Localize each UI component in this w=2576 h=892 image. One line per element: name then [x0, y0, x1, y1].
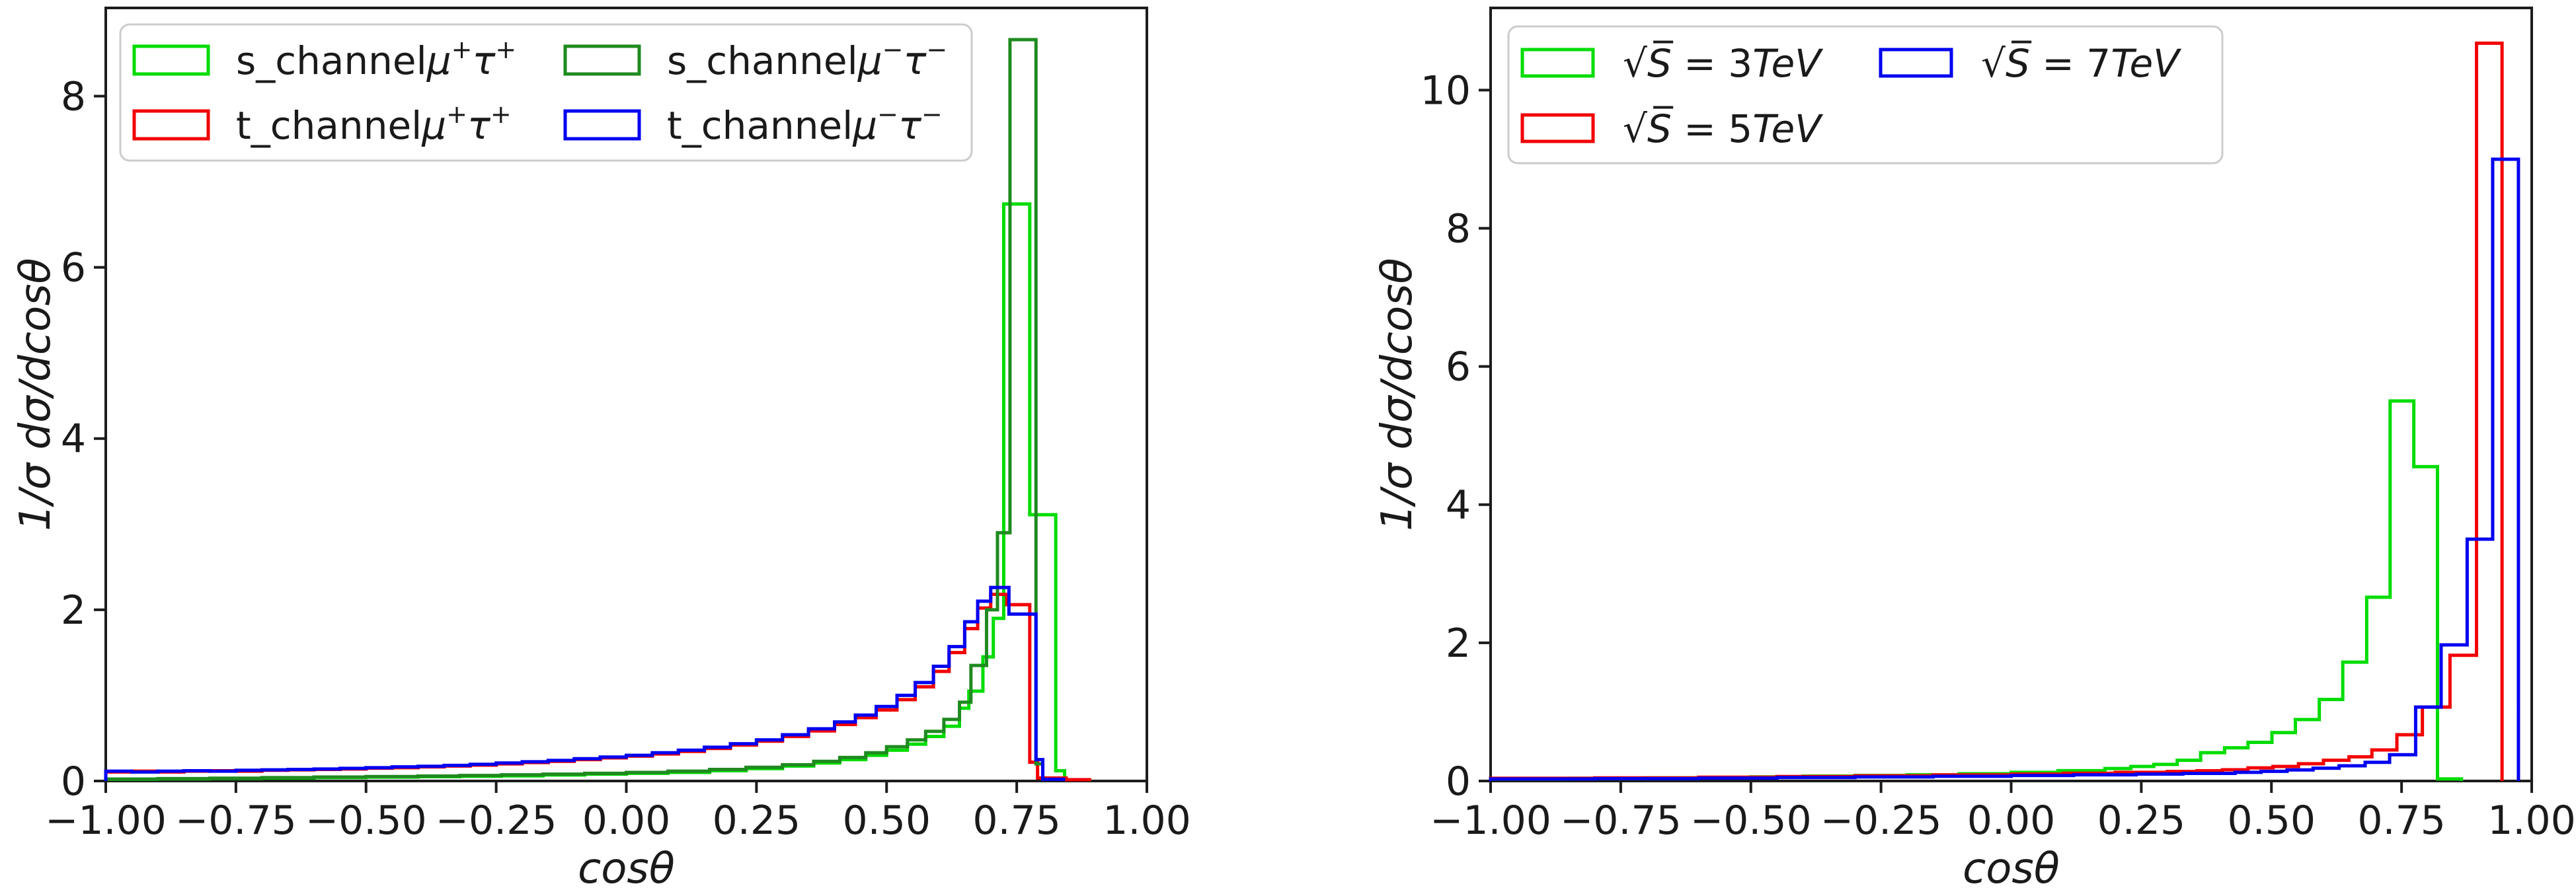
y-axis-label: 1/σ dσ/dcosθ [11, 258, 60, 531]
x-tick-label: 0.25 [2097, 798, 2186, 844]
legend-swatch-sqrt-s-7-tev [1879, 48, 1953, 78]
legend-swatch-sqrt-s-3-tev [1520, 48, 1595, 78]
y-tick-label: 2 [1446, 620, 1471, 667]
y-tick-label: 4 [61, 416, 86, 463]
x-axis-label: cosθ [578, 844, 675, 892]
y-tick-label: 0 [61, 759, 86, 805]
x-tick-label: −0.75 [1560, 798, 1682, 844]
series-0-step-line [1489, 399, 2464, 781]
x-tick-label: −0.25 [1820, 798, 1942, 844]
x-tick-label: 0.00 [582, 798, 671, 844]
y-tick-label: 6 [1446, 344, 1471, 390]
y-tick-label: 2 [61, 587, 86, 634]
x-tick-label: −0.25 [436, 798, 557, 844]
legend-swatch-s-channel-mu--tau- [563, 44, 641, 76]
x-tick-label: 0.50 [842, 798, 931, 844]
legend-label-sqrt-s-7-tev: √S̅ = 7TeV [1981, 40, 2182, 86]
legend-label-s-channel-mu--tau-: s_channelμ−τ− [667, 35, 947, 83]
legend-box [1507, 25, 2224, 165]
series-2-step-line [1489, 157, 2520, 781]
x-tick-label: −0.75 [175, 798, 297, 844]
x-tick-label: 0.75 [2357, 798, 2446, 844]
series-2-step-line [104, 38, 1044, 781]
legend-swatch-sqrt-s-5-tev [1520, 113, 1595, 143]
x-tick-label: 0.50 [2227, 798, 2316, 844]
x-tick-label: 1.00 [2487, 798, 2576, 844]
series-1-step-line [104, 593, 1091, 782]
legend-label-sqrt-s-3-tev: √S̅ = 3TeV [1623, 40, 1824, 86]
x-tick-label: −0.50 [1690, 798, 1812, 844]
legend-label-s-channel-mu+-tau+: s_channelμ+τ+ [236, 35, 516, 83]
y-tick-label: 8 [61, 73, 86, 120]
x-tick-label: −1.00 [1430, 798, 1551, 844]
legend-swatch-t-channel-mu+-tau+ [132, 109, 210, 141]
x-tick-label: 0.75 [972, 798, 1061, 844]
legend-label-t-channel-mu+-tau+: t_channelμ+τ+ [236, 100, 512, 148]
y-tick-label: 8 [1446, 206, 1471, 252]
legend-box [119, 23, 973, 162]
y-axis-label: 1/σ dσ/dcosθ [1373, 258, 1422, 531]
y-tick-label: 4 [1446, 482, 1471, 529]
series-0-step-line [104, 202, 1067, 781]
legend-swatch-s-channel-mu+-tau+ [132, 44, 210, 76]
legend-label-sqrt-s-5-tev: √S̅ = 5TeV [1623, 105, 1824, 151]
x-tick-label: 0.25 [713, 798, 801, 844]
legend-swatch-t-channel-mu--tau- [563, 109, 641, 141]
y-tick-label: 0 [1446, 759, 1471, 805]
y-tick-label: 6 [61, 245, 86, 291]
x-tick-label: 1.00 [1103, 798, 1191, 844]
x-axis-label: cosθ [1963, 844, 2060, 892]
series-3-step-line [104, 585, 1066, 781]
x-tick-label: −0.50 [305, 798, 427, 844]
y-tick-label: 10 [1421, 67, 1471, 114]
x-tick-label: 0.00 [1967, 798, 2056, 844]
legend-label-t-channel-mu--tau-: t_channelμ−τ− [667, 100, 943, 148]
x-tick-label: −1.00 [45, 798, 167, 844]
plot-right-energies: −1.00 −0.75 −0.50 −0.25 0.00 0.25 0.50 0.75 1.00… [1373, 7, 2576, 892]
plot-left-channels: −1.00 −0.75 −0.50 −0.25 0.00 0.25 0.50 0.75 1.00… [11, 7, 1191, 892]
